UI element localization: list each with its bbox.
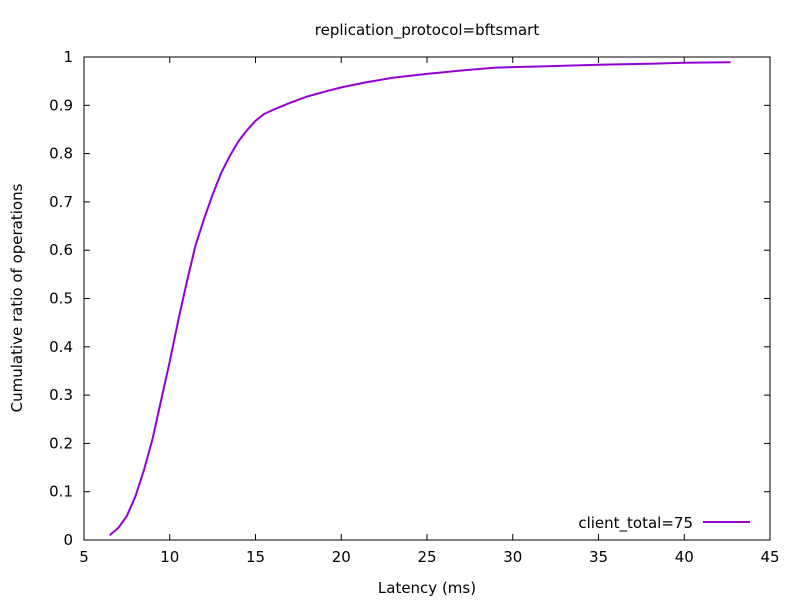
series-line — [109, 61, 731, 536]
x-axis: 5 10 15 20 25 30 35 40 45 — [79, 57, 780, 566]
x-tick-label: 40 — [675, 548, 694, 566]
y-tick-label: 0.6 — [49, 241, 73, 259]
x-tick-label: 25 — [417, 548, 436, 566]
y-tick-label: 1 — [63, 48, 73, 66]
x-tick-label: 5 — [79, 548, 89, 566]
y-tick-label: 0.3 — [49, 386, 73, 404]
y-axis-label: Cumulative ratio of operations — [8, 183, 26, 412]
x-tick-label: 30 — [503, 548, 522, 566]
y-tick-label: 0.2 — [49, 434, 73, 452]
x-tick-label: 20 — [332, 548, 351, 566]
series-group — [109, 61, 731, 536]
y-tick-label: 0.4 — [49, 338, 73, 356]
y-tick-label: 0.9 — [49, 96, 73, 114]
y-tick-label: 0.7 — [49, 193, 73, 211]
plot-area — [83, 56, 771, 541]
x-tick-label: 10 — [160, 548, 179, 566]
y-tick-label: 0.5 — [49, 290, 73, 308]
y-tick-label: 0.8 — [49, 145, 73, 163]
y-tick-label: 0 — [63, 531, 73, 549]
legend: client_total=75 — [578, 514, 750, 533]
x-tick-label: 45 — [760, 548, 779, 566]
y-tick-label: 0.1 — [49, 483, 73, 501]
x-axis-label: Latency (ms) — [378, 579, 476, 597]
x-tick-label: 35 — [589, 548, 608, 566]
y-axis: 0 0.1 0.2 0.3 0.4 0.5 0.6 0.7 0.8 0.9 1 — [49, 48, 770, 549]
x-tick-label: 15 — [246, 548, 265, 566]
legend-label: client_total=75 — [578, 514, 693, 533]
chart-title: replication_protocol=bftsmart — [315, 21, 540, 40]
